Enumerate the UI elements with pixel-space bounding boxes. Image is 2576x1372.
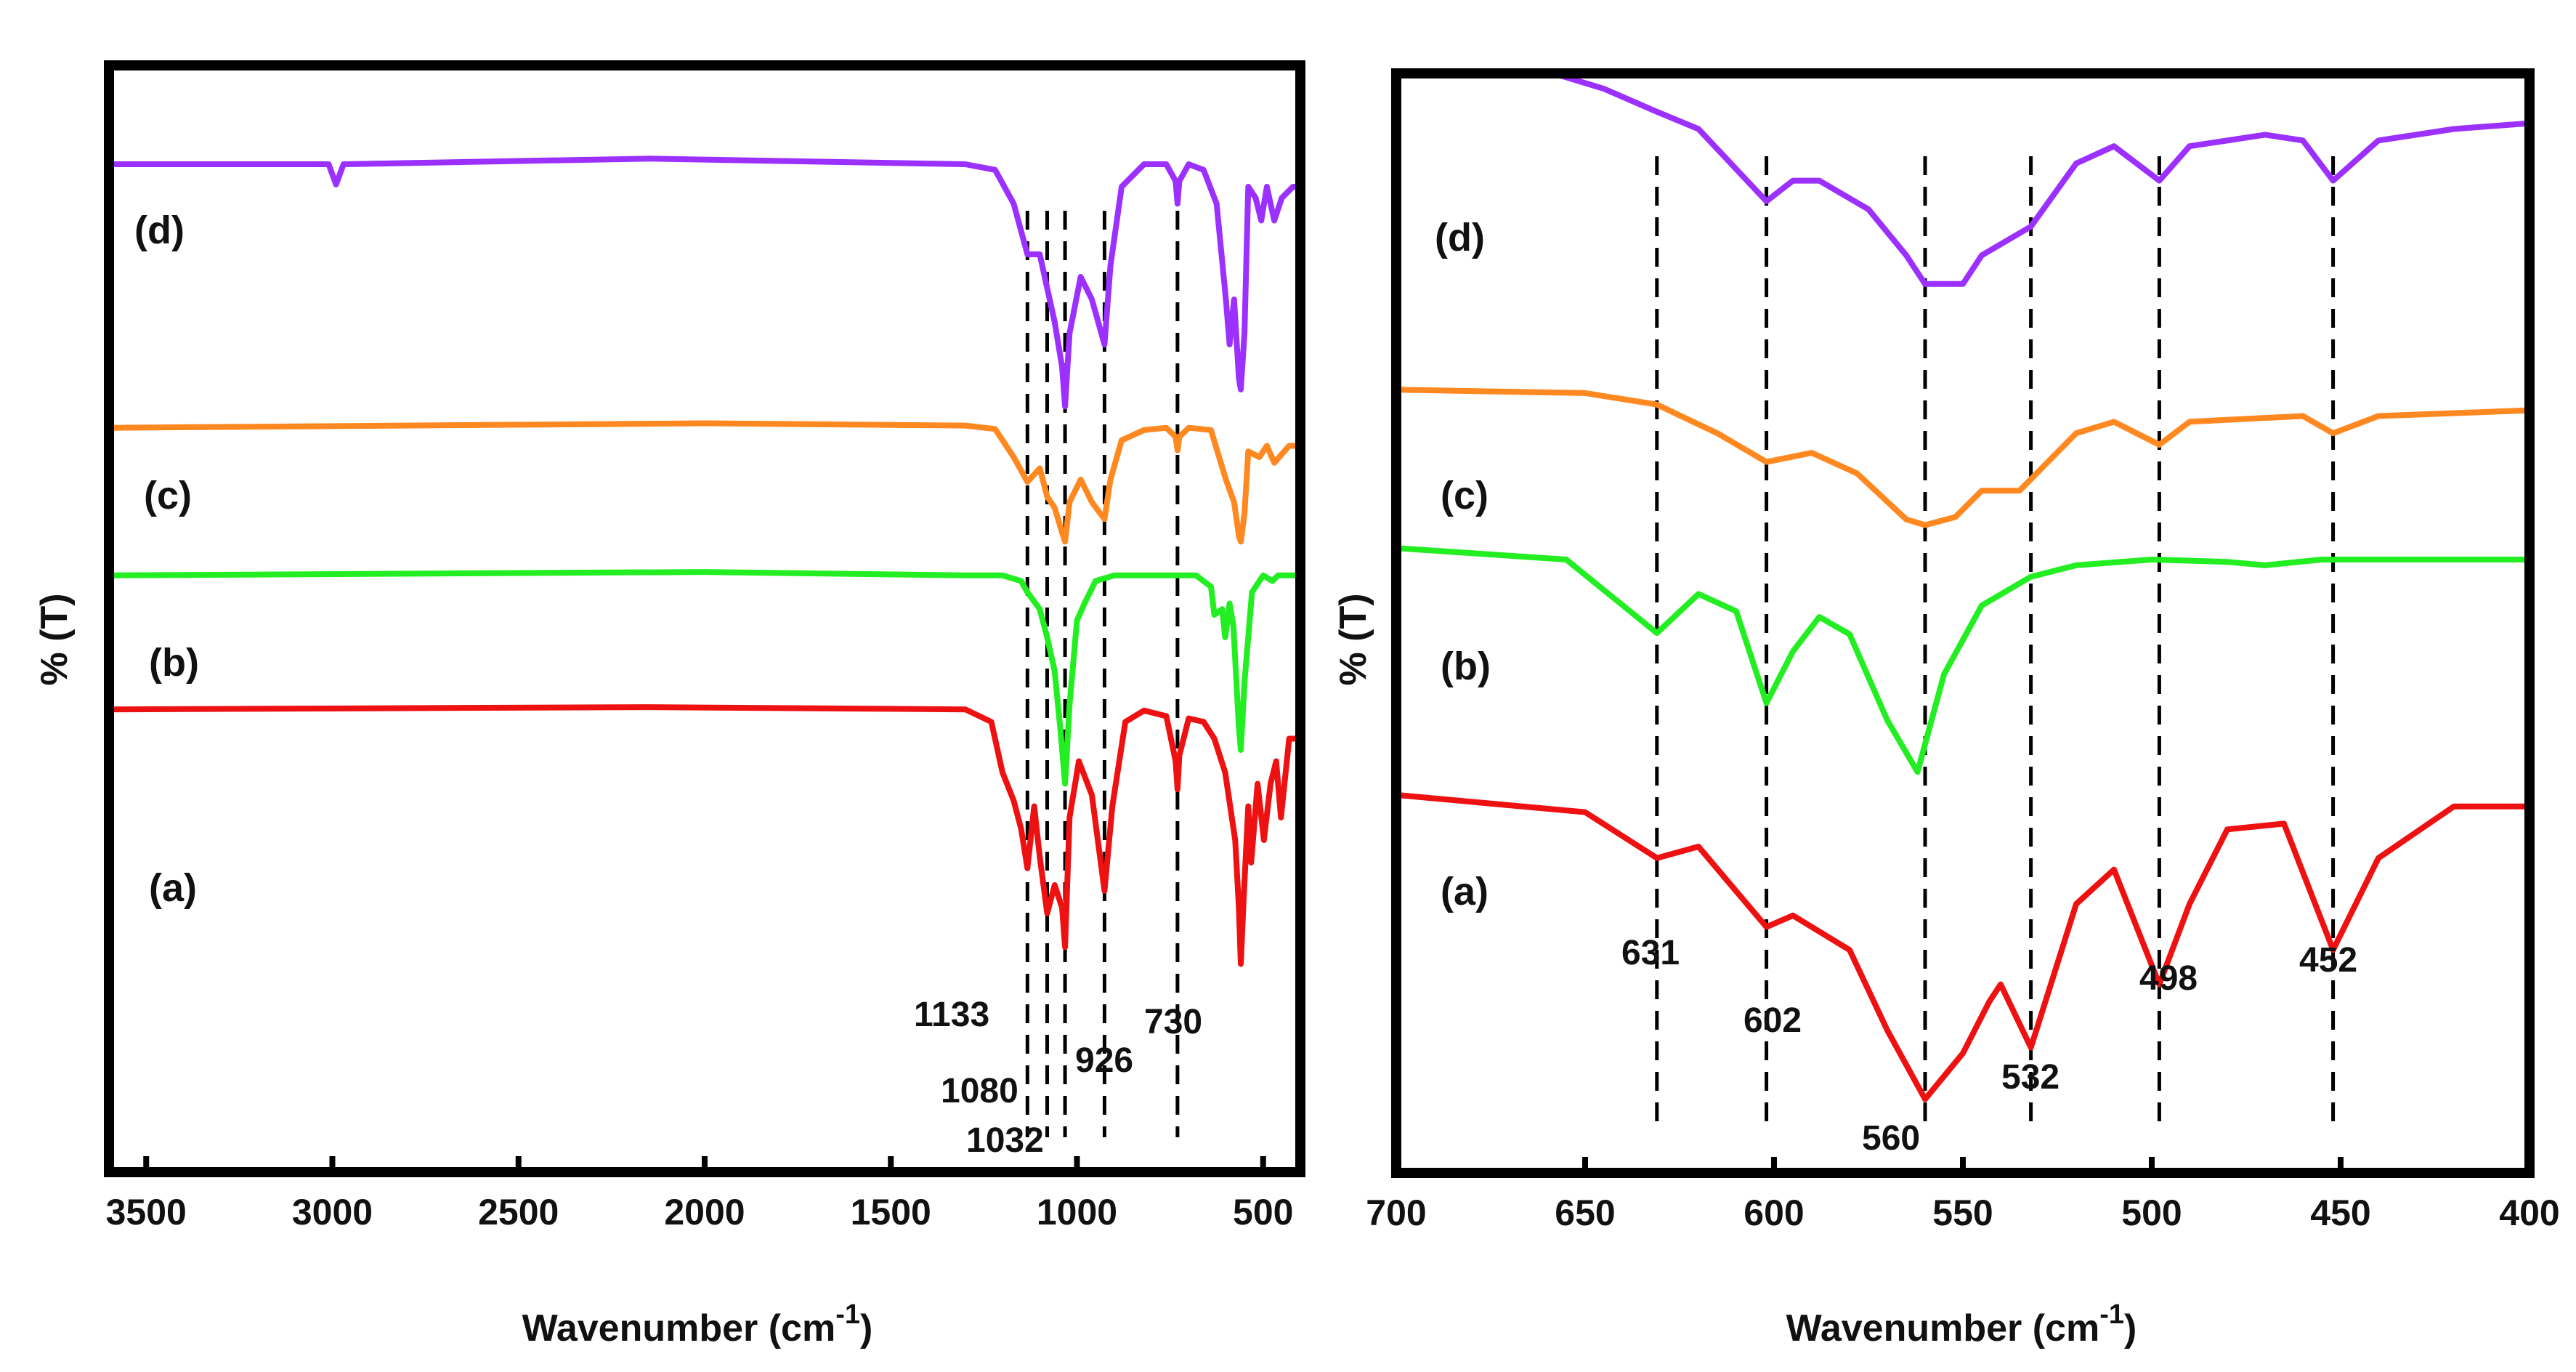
left-x-tick-label: 2000: [664, 1192, 745, 1232]
left-x-axis-label-sup: -1: [835, 1299, 860, 1330]
right-series-d: [1393, 68, 2532, 287]
left-x-tick-label: 1000: [1037, 1192, 1117, 1232]
left-x-axis-label-close: ): [860, 1307, 872, 1349]
left-series-a: [106, 704, 1303, 967]
left-curve-label-c: (c): [144, 474, 192, 517]
right-plot-frame: [1391, 68, 2535, 1178]
left-x-axis-label-main: Wavenumber (cm: [522, 1307, 836, 1349]
right-peak-label-498: 498: [2139, 959, 2198, 998]
left-peak-label-926: 926: [1075, 1041, 1133, 1080]
right-x-tick-label: 400: [2499, 1193, 2559, 1233]
left-x-tick-label: 3000: [292, 1192, 373, 1232]
right-curve-label-a: (a): [1441, 870, 1489, 913]
left-series-d: [106, 156, 1303, 410]
left-peak-label-1080: 1080: [941, 1072, 1018, 1110]
right-x-tick-label: 500: [2121, 1193, 2182, 1233]
right-x-tick-label: 600: [1743, 1193, 1804, 1233]
right-series-b: [1393, 545, 2532, 775]
right-peak-label-631: 631: [1621, 934, 1680, 972]
right-x-tick-label: 550: [1932, 1193, 1993, 1233]
right-peak-label-532: 532: [2001, 1058, 2059, 1097]
right-series-c: [1393, 387, 2532, 528]
left-x-tick-label: 2500: [478, 1192, 559, 1232]
left-peak-label-1133: 1133: [914, 996, 989, 1034]
right-x-tick-label: 700: [1366, 1193, 1426, 1233]
left-x-ticks: 3500 3000 2500 2000 1500 1000 500: [106, 1156, 1293, 1232]
left-peak-label-730: 730: [1144, 1003, 1202, 1041]
right-curve-label-b: (b): [1441, 645, 1491, 688]
right-peak-label-452: 452: [2299, 941, 2357, 980]
right-x-axis-label-main: Wavenumber (cm: [1786, 1307, 2100, 1349]
left-curve-label-b: (b): [149, 641, 199, 685]
right-dashed-peak-lines: [1655, 156, 2336, 1125]
right-peak-label-560: 560: [1862, 1119, 1920, 1158]
left-x-tick-label: 3500: [106, 1192, 187, 1232]
left-curve-label-a: (a): [149, 866, 197, 910]
right-x-tick-label: 450: [2310, 1193, 2370, 1233]
right-x-axis-label-sup: -1: [2099, 1299, 2124, 1330]
left-spectrum-panel: 3500 3000 2500 2000 1500 1000 500 (d) (c) (b) …: [33, 60, 1305, 1349]
left-dashed-peak-lines: [1025, 211, 1180, 1137]
right-y-axis-label: % (T): [1332, 593, 1374, 685]
left-x-axis-label: Wavenumber (cm-1): [522, 1299, 873, 1349]
right-x-axis-label: Wavenumber (cm-1): [1786, 1299, 2137, 1349]
left-series-lines: [106, 156, 1303, 967]
right-peak-label-602: 602: [1743, 1001, 1802, 1040]
right-series-lines: [1393, 68, 2532, 1102]
right-series-a: [1393, 791, 2532, 1102]
right-x-axis-label-close: ): [2124, 1307, 2136, 1349]
left-series-b: [106, 569, 1303, 787]
left-x-tick-label: 1500: [851, 1192, 931, 1232]
right-spectrum-panel: 700 650 600 550 500 450 400 (d) (c) (b) (a) 63…: [1332, 68, 2560, 1349]
left-plot-frame: [104, 60, 1305, 1177]
left-x-tick-label: 500: [1233, 1192, 1293, 1232]
right-curve-label-d: (d): [1435, 216, 1485, 259]
right-x-tick-label: 650: [1555, 1193, 1615, 1233]
left-peak-label-1032: 1032: [966, 1121, 1044, 1160]
right-curve-label-c: (c): [1441, 474, 1489, 517]
right-x-ticks: 700 650 600 550 500 450 400: [1366, 1157, 2560, 1233]
left-series-c: [106, 420, 1303, 545]
left-curve-label-d: (d): [134, 209, 185, 252]
left-y-axis-label: % (T): [33, 593, 76, 685]
